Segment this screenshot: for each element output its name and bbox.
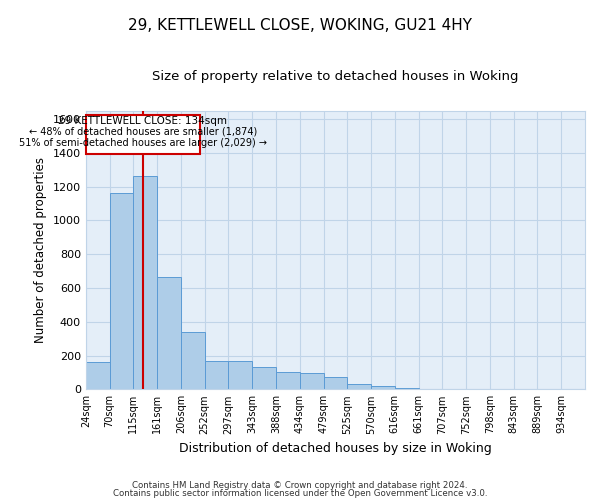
- Text: ← 48% of detached houses are smaller (1,874): ← 48% of detached houses are smaller (1,…: [29, 126, 257, 136]
- Bar: [157, 277, 181, 390]
- Text: 51% of semi-detached houses are larger (2,029) →: 51% of semi-detached houses are larger (…: [19, 138, 267, 147]
- Bar: [133, 176, 157, 390]
- Text: Contains HM Land Registry data © Crown copyright and database right 2024.: Contains HM Land Registry data © Crown c…: [132, 481, 468, 490]
- Bar: [323, 378, 347, 390]
- Bar: [252, 368, 276, 390]
- Bar: [86, 362, 110, 390]
- Bar: [181, 332, 205, 390]
- Bar: [110, 194, 133, 390]
- Bar: [86, 115, 200, 154]
- Bar: [347, 384, 371, 390]
- Text: 29 KETTLEWELL CLOSE: 134sqm: 29 KETTLEWELL CLOSE: 134sqm: [58, 116, 227, 126]
- Y-axis label: Number of detached properties: Number of detached properties: [34, 157, 47, 343]
- Bar: [300, 374, 323, 390]
- X-axis label: Distribution of detached houses by size in Woking: Distribution of detached houses by size …: [179, 442, 492, 455]
- Bar: [276, 372, 300, 390]
- Bar: [371, 386, 395, 390]
- Bar: [395, 388, 419, 390]
- Bar: [205, 360, 229, 390]
- Bar: [229, 362, 252, 390]
- Text: Contains public sector information licensed under the Open Government Licence v3: Contains public sector information licen…: [113, 488, 487, 498]
- Text: 29, KETTLEWELL CLOSE, WOKING, GU21 4HY: 29, KETTLEWELL CLOSE, WOKING, GU21 4HY: [128, 18, 472, 32]
- Title: Size of property relative to detached houses in Woking: Size of property relative to detached ho…: [152, 70, 518, 83]
